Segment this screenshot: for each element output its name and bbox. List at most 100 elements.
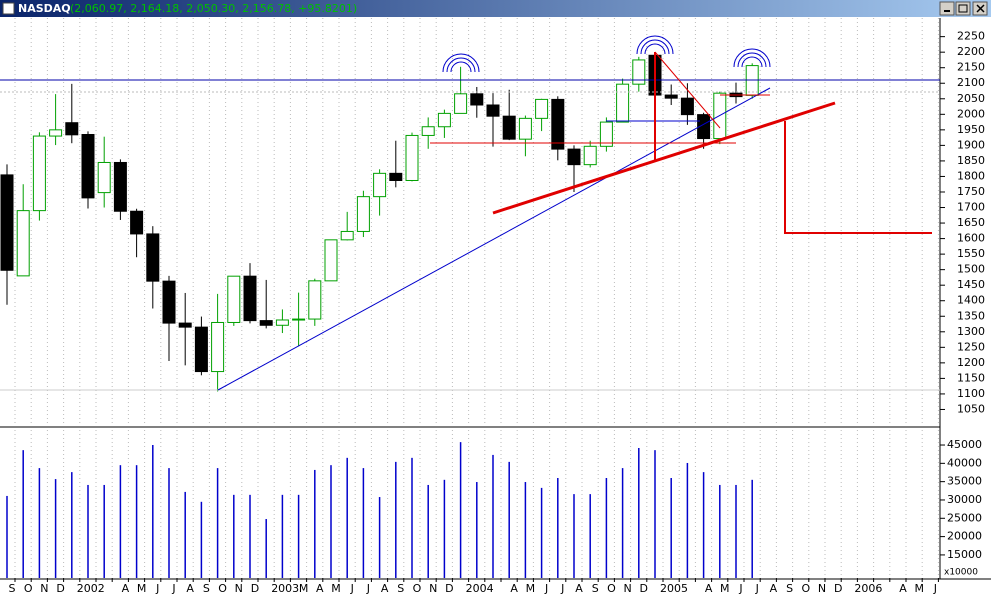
x-tick-label: S xyxy=(397,582,404,595)
candle-body xyxy=(502,115,516,140)
candle-body xyxy=(356,196,370,232)
arc-marker xyxy=(733,48,771,68)
x-tick-label: 2002 xyxy=(77,582,105,595)
candle-body xyxy=(32,135,46,212)
x-tick-label: A xyxy=(705,582,713,595)
x-tick-label: A xyxy=(316,582,324,595)
candle-body xyxy=(178,322,192,328)
x-tick-label: 2003 xyxy=(271,582,299,595)
candle-body xyxy=(49,129,63,137)
x-tick-label: J xyxy=(350,582,354,595)
x-tick-label: O xyxy=(607,582,616,595)
x-tick-label: 2004 xyxy=(466,582,494,595)
y-tick-label: 2050 xyxy=(957,92,985,105)
close-icon xyxy=(976,4,985,13)
y-tick-label: 1150 xyxy=(957,371,985,384)
x-tick-label: D xyxy=(834,582,842,595)
restore-button[interactable] xyxy=(955,1,971,16)
candle-body xyxy=(227,275,241,323)
candle-body xyxy=(518,117,532,140)
candle-body xyxy=(551,98,565,150)
candle-body xyxy=(194,326,208,373)
candle-body xyxy=(130,210,144,235)
x-tick-label: 2005 xyxy=(660,582,688,595)
candle-body xyxy=(292,318,306,321)
y-tick-label: 1350 xyxy=(957,309,985,322)
minimize-button[interactable] xyxy=(939,1,955,16)
arc-marker xyxy=(636,35,674,55)
x-tick-label: O xyxy=(801,582,810,595)
y-tick-label: 2000 xyxy=(957,107,985,120)
x-tick-label: D xyxy=(640,582,648,595)
candle-body xyxy=(697,114,711,140)
x-tick-label: O xyxy=(413,582,422,595)
y-tick-label: 1900 xyxy=(957,138,985,151)
x-tick-label: A xyxy=(770,582,778,595)
x-tick-label: M xyxy=(137,582,147,595)
candle-body xyxy=(65,122,79,136)
candle-body xyxy=(599,121,613,147)
x-tick-label: M xyxy=(914,582,924,595)
y-tick-label: 1950 xyxy=(957,123,985,136)
x-tick-label: S xyxy=(786,582,793,595)
x-tick-label: D xyxy=(445,582,453,595)
candle-body xyxy=(535,98,549,119)
y-tick-label: 1450 xyxy=(957,278,985,291)
x-tick-label: J xyxy=(171,582,175,595)
y-tick-label: 15000 xyxy=(947,548,982,561)
x-tick-label: J xyxy=(738,582,742,595)
y-tick-label: 1100 xyxy=(957,387,985,400)
candle-body xyxy=(243,275,257,322)
candle-body xyxy=(259,320,273,326)
x-tick-label: O xyxy=(24,582,33,595)
x-tick-label: M xyxy=(331,582,341,595)
x-tick-label: N xyxy=(623,582,631,595)
y-tick-label: 35000 xyxy=(947,475,982,488)
target-line xyxy=(654,51,721,129)
window-buttons[interactable] xyxy=(939,1,988,16)
y-tick-label: 1600 xyxy=(957,232,985,245)
candle-body xyxy=(454,93,468,114)
y-tick-label: 20000 xyxy=(947,530,982,543)
x-tick-label: A xyxy=(381,582,389,595)
x-tick-label: D xyxy=(56,582,64,595)
candle-body xyxy=(308,280,322,320)
x-tick-label: O xyxy=(218,582,227,595)
y-tick-label: 1400 xyxy=(957,294,985,307)
y-tick-label: 2100 xyxy=(957,76,985,89)
candle-body xyxy=(421,126,435,136)
y-tick-label: 1250 xyxy=(957,340,985,353)
y-tick-label: 1700 xyxy=(957,201,985,214)
x-tick-label: M xyxy=(720,582,730,595)
y-tick-label: 2250 xyxy=(957,30,985,43)
candle-body xyxy=(680,97,694,116)
plot-area: S O N D 2002 A M J J A S O N D 2003 M A M J J A S O N D 2004 A M J J A… xyxy=(0,18,985,595)
candle-body xyxy=(567,148,581,166)
y-tick-label: 1050 xyxy=(957,402,985,415)
x-tick-label: J xyxy=(755,582,759,595)
candle-body xyxy=(340,230,354,241)
title-bar xyxy=(0,0,991,17)
candle-body xyxy=(405,134,419,181)
y-tick-label: 1200 xyxy=(957,356,985,369)
x-tick-label: J xyxy=(544,582,548,595)
candle-body xyxy=(470,93,484,106)
y-tick-label: 1800 xyxy=(957,169,985,182)
target-line xyxy=(784,121,932,234)
candle-body xyxy=(0,174,14,271)
candle-body xyxy=(486,104,500,117)
x-tick-label: N xyxy=(818,582,826,595)
trend-line xyxy=(217,87,771,391)
candle-body xyxy=(632,59,646,85)
y-tick-label: 25000 xyxy=(947,511,982,524)
y-tick-label: 30000 xyxy=(947,493,982,506)
candle-body xyxy=(616,83,630,123)
x-tick-label: M xyxy=(299,582,309,595)
x-tick-label: A xyxy=(186,582,194,595)
y-tick-label: 40000 xyxy=(947,456,982,469)
x-tick-label: D xyxy=(251,582,259,595)
candle-body xyxy=(211,321,225,373)
candle-body xyxy=(97,161,111,194)
y-tick-label: 2200 xyxy=(957,45,985,58)
